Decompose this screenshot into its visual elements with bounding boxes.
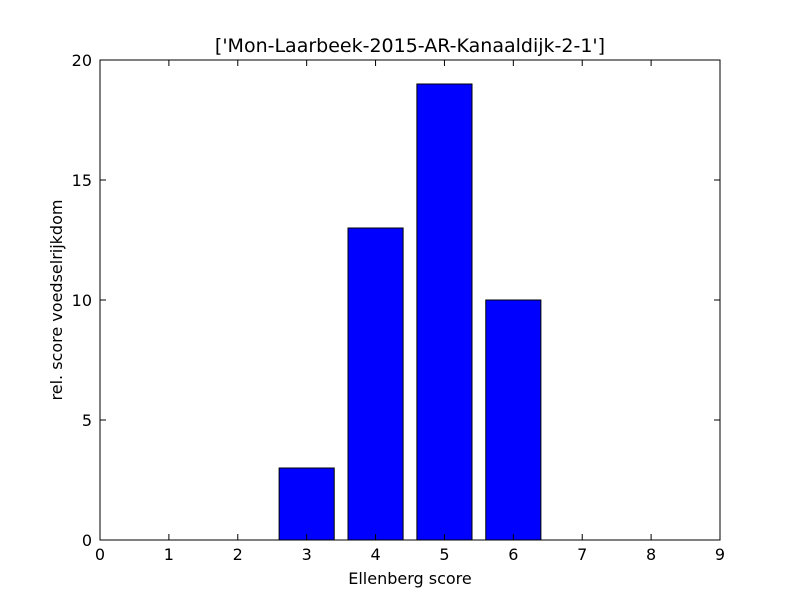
x-tick-label: 9: [715, 545, 725, 564]
bars-group: [278, 83, 542, 541]
y-tick-label: 5: [82, 411, 92, 430]
bar-3: [278, 467, 335, 541]
x-tick-label: 0: [95, 545, 105, 564]
x-tick-label: 1: [164, 545, 174, 564]
x-tick-label: 5: [439, 545, 449, 564]
y-tick-label: 15: [72, 171, 92, 190]
x-tick-label: 6: [508, 545, 518, 564]
x-tick-label: 8: [646, 545, 656, 564]
y-tick-label: 10: [72, 291, 92, 310]
x-axis-label: Ellenberg score: [348, 569, 472, 588]
y-tick-label: 20: [72, 51, 92, 70]
bar-6: [485, 299, 542, 541]
x-tick-label: 2: [233, 545, 243, 564]
x-tick-label: 7: [577, 545, 587, 564]
y-axis-label: rel. score voedselrijkdom: [47, 200, 66, 401]
x-tick-label: 4: [370, 545, 380, 564]
y-tick-label: 0: [82, 531, 92, 550]
chart-title: ['Mon-Laarbeek-2015-AR-Kanaaldijk-2-1']: [215, 35, 605, 57]
bar-5: [416, 83, 473, 541]
bar-4: [347, 227, 404, 541]
x-tick-label: 3: [302, 545, 312, 564]
plot-frame: [99, 59, 721, 541]
